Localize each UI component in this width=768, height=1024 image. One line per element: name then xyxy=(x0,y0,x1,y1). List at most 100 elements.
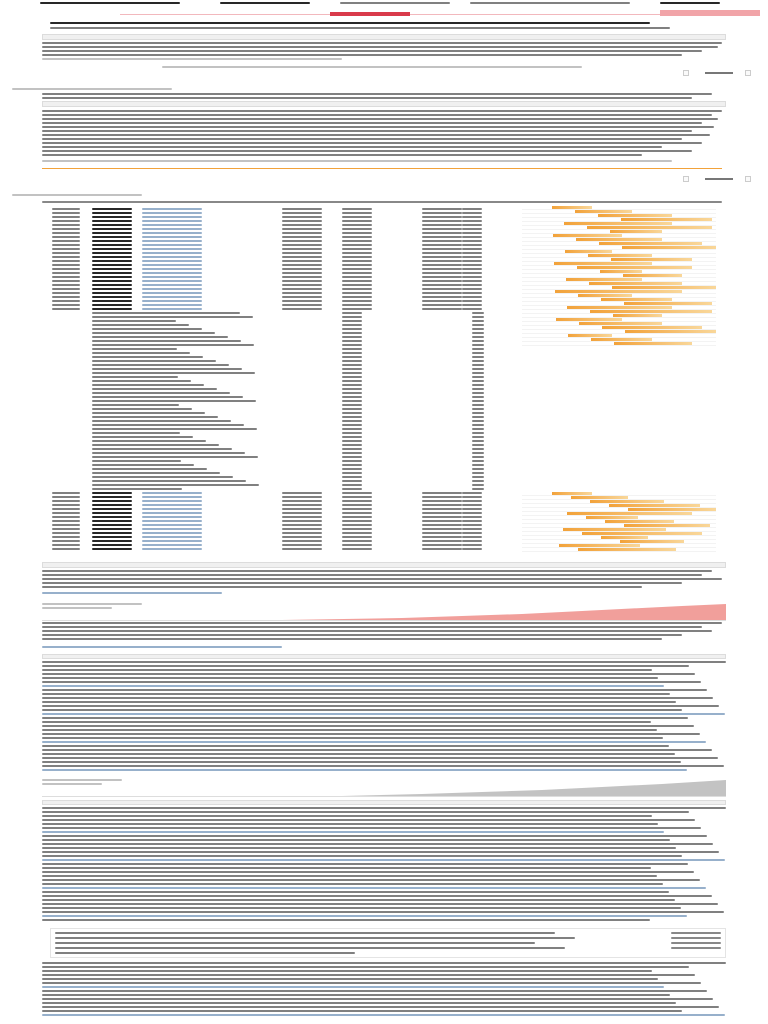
table-row xyxy=(42,256,522,259)
table-row xyxy=(42,492,522,495)
table-row xyxy=(42,336,522,339)
gantt-bar xyxy=(578,294,632,297)
gantt-row xyxy=(522,496,716,500)
table-row xyxy=(42,428,522,431)
text-line xyxy=(42,709,682,711)
gantt-bar xyxy=(590,500,664,503)
table-row xyxy=(42,356,522,359)
text-line xyxy=(42,899,675,901)
gantt-row xyxy=(522,294,716,298)
table-row xyxy=(42,276,522,279)
gantt-row xyxy=(522,214,716,218)
text-line xyxy=(42,721,651,723)
gantt-bar xyxy=(588,254,652,257)
gantt-chart-top xyxy=(522,206,716,346)
gantt-bar xyxy=(575,210,632,213)
table-row xyxy=(42,388,522,391)
text-line xyxy=(42,962,726,964)
table-row xyxy=(42,264,522,267)
text-line xyxy=(42,693,670,695)
gantt-bar xyxy=(624,524,710,527)
section-one-prev-button[interactable] xyxy=(683,70,689,76)
section-three-table xyxy=(42,208,522,558)
gantt-bar xyxy=(611,258,692,261)
gantt-row xyxy=(522,544,716,548)
gantt-bar xyxy=(552,492,592,495)
gantt-bar xyxy=(576,238,662,241)
chart-panel-gray xyxy=(42,778,726,797)
text-line xyxy=(42,761,681,763)
gantt-row xyxy=(522,218,716,222)
gantt-row xyxy=(522,338,716,342)
table-row xyxy=(42,252,522,255)
gantt-bar xyxy=(567,306,672,309)
gantt-bar xyxy=(601,536,648,539)
gantt-row xyxy=(522,322,716,326)
table-row xyxy=(42,288,522,291)
gantt-row xyxy=(522,310,716,314)
gantt-row xyxy=(522,290,716,294)
text-line xyxy=(42,677,658,679)
gantt-row xyxy=(522,548,716,552)
table-row xyxy=(42,524,522,527)
gantt-bar xyxy=(571,496,628,499)
text-line xyxy=(42,753,675,755)
table-row xyxy=(42,272,522,275)
gantt-row xyxy=(522,298,716,302)
gantt-row xyxy=(522,254,716,258)
text-line xyxy=(42,733,700,735)
gantt-row xyxy=(522,250,716,254)
table-row xyxy=(42,440,522,443)
gantt-bar xyxy=(602,326,702,329)
gantt-row xyxy=(522,500,716,504)
section-two-pager-indicator xyxy=(705,178,733,180)
gantt-bar xyxy=(614,342,692,345)
table-row xyxy=(42,232,522,235)
gantt-row xyxy=(522,226,716,230)
section-one-body xyxy=(42,42,726,72)
table-row xyxy=(42,496,522,499)
table-row xyxy=(42,536,522,539)
section-one-next-button[interactable] xyxy=(745,70,751,76)
table-row xyxy=(42,360,522,363)
gantt-row xyxy=(522,286,716,290)
section-three-heading xyxy=(12,194,212,198)
table-row xyxy=(42,380,522,383)
gantt-bar xyxy=(552,206,592,209)
gantt-bar xyxy=(556,318,622,321)
gantt-bar xyxy=(579,322,662,325)
text-line xyxy=(42,807,726,809)
table-row xyxy=(42,504,522,507)
table-row xyxy=(42,540,522,543)
text-line xyxy=(42,1014,725,1016)
gray-area-chart xyxy=(342,780,726,796)
table-row xyxy=(42,320,522,323)
gantt-bar xyxy=(620,540,684,543)
text-line xyxy=(42,974,695,976)
section-two-body xyxy=(42,110,726,172)
table-row xyxy=(42,460,522,463)
text-line xyxy=(42,769,687,771)
table-row xyxy=(42,352,522,355)
section-four-header xyxy=(42,562,726,568)
gantt-row xyxy=(522,230,716,234)
section-two-next-button[interactable] xyxy=(745,176,751,182)
text-line xyxy=(42,745,669,747)
table-row xyxy=(42,304,522,307)
text-line xyxy=(42,871,694,873)
section-five-body xyxy=(42,622,726,652)
gantt-row xyxy=(522,508,716,512)
section-two-prev-button[interactable] xyxy=(683,176,689,182)
gantt-bar xyxy=(586,516,638,519)
gantt-row xyxy=(522,246,716,250)
table-row xyxy=(42,416,522,419)
table-row xyxy=(42,436,522,439)
text-line xyxy=(42,859,725,861)
table-row xyxy=(42,512,522,515)
text-line xyxy=(42,705,719,707)
gantt-bar xyxy=(628,508,716,511)
table-row xyxy=(42,220,522,223)
table-row xyxy=(42,528,522,531)
table-row xyxy=(42,412,522,415)
text-line xyxy=(42,713,725,715)
